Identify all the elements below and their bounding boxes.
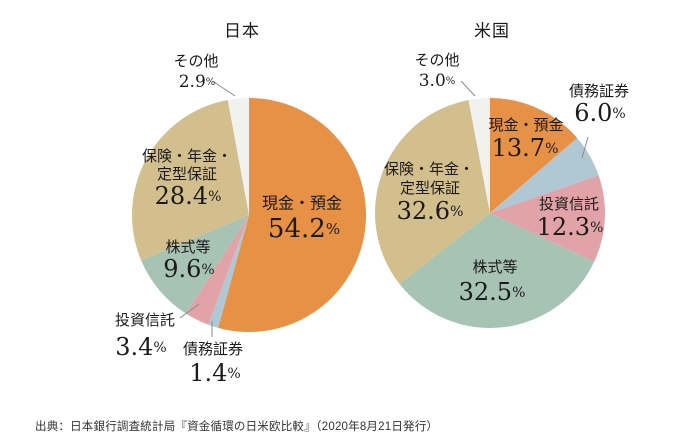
pie-us-label-insurance-name: 定型保証	[400, 179, 460, 197]
pie-japan-slice-investment_trusts	[185, 215, 249, 325]
pie-japan-slice-cash	[218, 98, 367, 332]
pie-us-leader-other	[460, 80, 476, 97]
pie-japan-slice-other	[227, 98, 249, 215]
pie-japan-label-debt_securities-name: 債務証券	[183, 340, 243, 358]
pie-us-label-cash-name: 現金・預金	[488, 116, 563, 134]
pie-us-slice-cash	[490, 98, 578, 213]
pie-us-title: 米国	[474, 22, 510, 42]
pie-us-label-other-name: その他	[414, 51, 459, 69]
pie-us-label-equities-name: 株式等	[472, 258, 517, 276]
pie-japan-label-insurance-value: 28.4%	[155, 182, 222, 210]
pie-us-slice-insurance	[375, 100, 490, 284]
pie-japan-label-other-name: その他	[173, 52, 218, 70]
pie-us-leader-debt_securities	[581, 136, 589, 159]
pie-japan-label-insurance-name: 定型保証	[157, 165, 217, 183]
pie-charts-canvas: 日本現金・預金54.2%債務証券1.4%投資信託3.4%株式等9.6%保険・年金…	[115, 22, 629, 387]
pie-japan-title: 日本	[224, 22, 260, 42]
pie-us-slice-debt_securities	[490, 137, 599, 213]
pie-japan-slice-insurance	[132, 99, 249, 261]
pie-japan-leader-investment_trusts	[179, 303, 200, 319]
pie-japan-label-debt_securities-value: 1.4%	[189, 359, 240, 387]
pie-japan-leader-other	[213, 81, 236, 97]
pie-us-label-cash-value: 13.7%	[492, 134, 559, 162]
pie-us-label-debt_securities-value: 6.0%	[574, 99, 625, 127]
pie-us-slice-equities	[399, 213, 595, 328]
pie-japan-label-cash-name: 現金・預金	[262, 194, 342, 213]
pie-japan-slice-equities	[141, 215, 249, 314]
pie-us-label-insurance-name: 保険・年金・	[384, 160, 474, 178]
pie-us-label-investment_trusts-name: 投資信託	[539, 195, 599, 213]
pie-japan-label-investment_trusts-name: 投資信託	[115, 311, 175, 329]
pie-japan-label-equities-name: 株式等	[165, 238, 210, 256]
pie-us-label-equities-value: 32.5%	[459, 278, 526, 306]
pie-japan-label-other-value: 2.9%	[179, 72, 216, 92]
pie-us-slice-investment_trusts	[490, 175, 606, 262]
source-note: 出典：日本銀行調査統計局『資金循環の日米欧比較』（2020年8月21日発行）	[35, 421, 439, 433]
pie-us-slice-other	[468, 98, 490, 213]
pie-us-label-insurance-value: 32.6%	[397, 197, 464, 225]
pie-japan-label-cash-value: 54.2%	[268, 214, 340, 244]
pie-us-label-investment_trusts-value: 12.3%	[537, 213, 604, 241]
pie-japan-label-insurance-name: 保険・年金・	[142, 147, 232, 165]
pie-japan-slice-debt_securities	[208, 215, 249, 328]
pie-us-label-debt_securities-name: 債務証券	[569, 82, 629, 100]
pie-us-label-other-value: 3.0%	[419, 71, 456, 91]
pie-japan-label-equities-value: 9.6%	[163, 255, 214, 283]
pie-japan-label-investment_trusts-value: 3.4%	[115, 333, 166, 361]
